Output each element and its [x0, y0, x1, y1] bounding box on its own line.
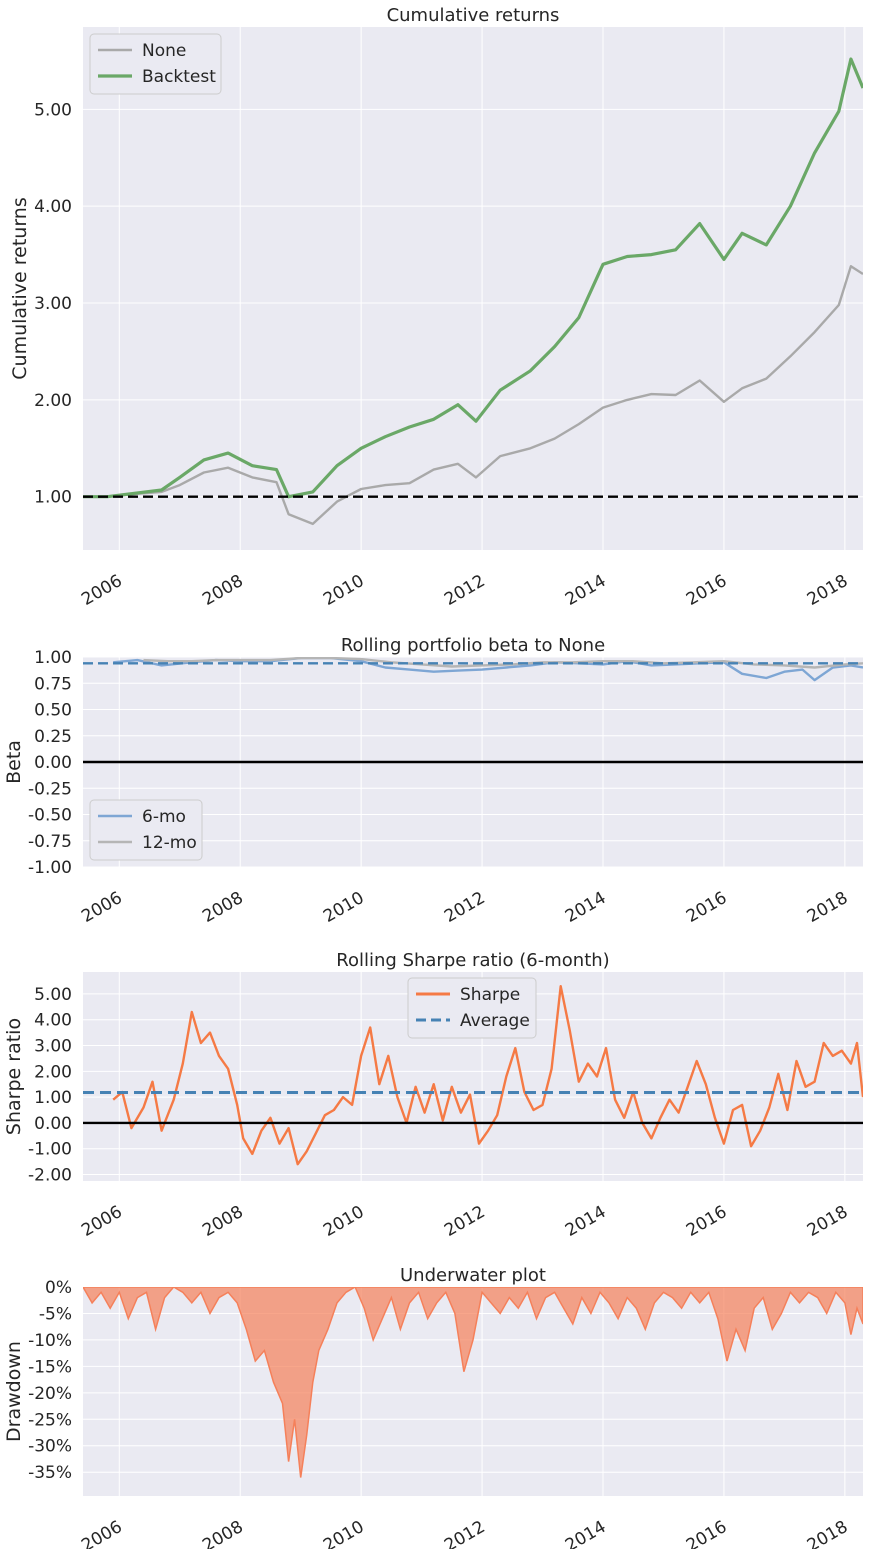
x-tick-label: 2006	[78, 1517, 125, 1549]
y-tick-label: -0.75	[28, 832, 72, 852]
y-tick-label: 1.00	[34, 648, 72, 668]
legend-label-sharpe: Sharpe	[460, 985, 520, 1005]
y-tick-label: -15%	[28, 1357, 72, 1377]
y-tick-label: -1.00	[28, 1140, 72, 1160]
x-tick-label: 2016	[683, 888, 730, 927]
x-tick-label: 2012	[441, 1202, 488, 1241]
y-tick-label: 1.00	[34, 488, 72, 508]
y-axis-label: Cumulative returns	[9, 197, 31, 379]
series-line-none	[83, 265, 863, 526]
legend-label-average: Average	[460, 1011, 530, 1031]
x-tick-label: 2006	[78, 571, 125, 610]
x-tick-label: 2018	[804, 571, 851, 610]
y-tick-label: 0%	[45, 1278, 72, 1298]
chart-panel-3: Rolling Sharpe ratio (6-month) Sharpe rat…	[3, 950, 863, 1241]
x-tick-label: 2018	[804, 888, 851, 927]
y-axis-label: Beta	[3, 740, 25, 784]
y-axis-label: Drawdown	[3, 1341, 25, 1442]
y-tick-label: 0.00	[34, 753, 72, 773]
x-tick-label: 2012	[441, 1517, 488, 1549]
y-tick-label: 3.00	[34, 1037, 72, 1057]
x-tick-label: 2008	[199, 888, 246, 927]
x-tick-label: 2014	[562, 571, 609, 610]
y-tick-label: -10%	[28, 1331, 72, 1351]
legend-label-none: None	[142, 41, 186, 61]
chart-panel-4: Underwater plot Drawdown 0% -5% -10% -15% -20%…	[3, 1265, 863, 1549]
chart-title: Underwater plot	[400, 1265, 546, 1286]
y-tick-label: -25%	[28, 1410, 72, 1430]
y-tick-label: 0.25	[34, 727, 72, 747]
y-tick-label: -0.25	[28, 779, 72, 799]
y-tick-label: 3.00	[34, 294, 72, 314]
y-tick-label: 2.00	[34, 391, 72, 411]
x-tick-label: 2008	[199, 1202, 246, 1241]
x-tick-label: 2006	[78, 888, 125, 927]
x-tick-label: 2014	[562, 1202, 609, 1241]
x-tick-label: 2018	[804, 1202, 851, 1241]
y-tick-label: -0.50	[28, 806, 72, 826]
y-tick-label: -35%	[28, 1463, 72, 1483]
y-tick-label: -2.00	[28, 1166, 72, 1186]
series-group	[83, 57, 863, 526]
legend-label-12mo: 12-mo	[142, 833, 197, 853]
legend: 6-mo 12-mo	[89, 799, 203, 861]
x-tick-label: 2010	[320, 888, 367, 927]
x-tick-label: 2006	[78, 1202, 125, 1241]
y-tick-label: 2.00	[34, 1062, 72, 1082]
y-tick-label: 1.00	[34, 1088, 72, 1108]
y-tick-label: 5.00	[34, 985, 72, 1005]
series-group	[83, 1287, 863, 1478]
legend: None Backtest	[89, 33, 222, 95]
x-tick-label: 2014	[562, 1517, 609, 1549]
y-tick-label: -30%	[28, 1437, 72, 1457]
underwater-area	[83, 1287, 863, 1478]
x-tick-label: 2016	[683, 1517, 730, 1549]
chart-title: Rolling portfolio beta to None	[341, 635, 605, 656]
x-tick-label: 2008	[199, 571, 246, 610]
y-tick-label: 4.00	[34, 197, 72, 217]
x-tick-label: 2010	[320, 1202, 367, 1241]
y-tick-label: -5%	[39, 1304, 72, 1324]
y-tick-label: 0.00	[34, 1114, 72, 1134]
y-tick-label: -1.00	[28, 858, 72, 878]
x-tick-label: 2010	[320, 571, 367, 610]
y-tick-label: -20%	[28, 1384, 72, 1404]
y-tick-label: 5.00	[34, 100, 72, 120]
x-tick-label: 2014	[562, 888, 609, 927]
x-tick-label: 2008	[199, 1517, 246, 1549]
y-tick-label: 0.50	[34, 701, 72, 721]
chart-panel-2: Rolling portfolio beta to None Beta -1.00 -…	[3, 635, 863, 927]
y-tick-label: 0.75	[34, 674, 72, 694]
x-tick-label: 2010	[320, 1517, 367, 1549]
chart-panel-1: Cumulative returns Cumulative returns 1.00…	[9, 5, 863, 610]
legend: Sharpe Average	[407, 977, 537, 1039]
x-tick-label: 2018	[804, 1517, 851, 1549]
y-tick-label: 4.00	[34, 1011, 72, 1031]
x-tick-label: 2016	[683, 1202, 730, 1241]
plot-area	[83, 27, 863, 550]
legend-label-6mo: 6-mo	[142, 807, 186, 827]
x-tick-label: 2012	[441, 888, 488, 927]
chart-title: Rolling Sharpe ratio (6-month)	[336, 950, 609, 971]
chart-title: Cumulative returns	[387, 5, 560, 26]
x-tick-label: 2012	[441, 571, 488, 610]
y-axis-label: Sharpe ratio	[3, 1018, 25, 1135]
series-line-backtest	[83, 57, 863, 499]
x-tick-label: 2016	[683, 571, 730, 610]
legend-label-backtest: Backtest	[142, 67, 216, 87]
